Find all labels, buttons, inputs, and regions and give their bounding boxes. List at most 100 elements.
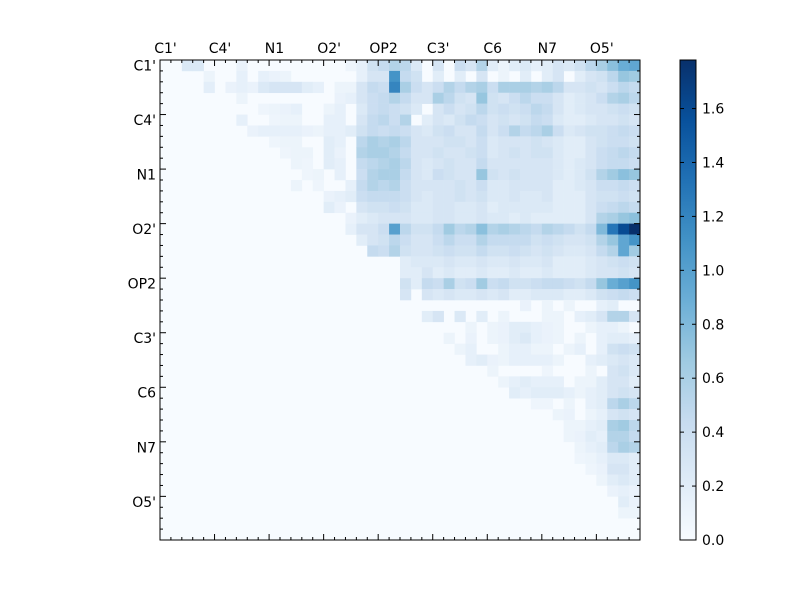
heatmap-cell [421,256,434,268]
heatmap-cell [552,103,564,115]
heatmap-cell [629,398,641,410]
heatmap-cell [367,190,379,203]
heatmap-cell [454,267,466,279]
heatmap-cell [509,223,521,235]
heatmap-cell [541,125,554,137]
heatmap-cell [574,223,586,235]
heatmap-cell [530,136,543,148]
y-tick-label: C4' [133,113,156,129]
heatmap-cell [541,387,554,399]
y-tick-label: N1 [137,168,156,184]
heatmap-cell [629,223,641,235]
heatmap-cell [509,125,521,137]
heatmap-cell [236,114,248,126]
heatmap-cell [629,190,641,203]
heatmap-cell [487,245,499,257]
heatmap-cell [378,201,390,214]
heatmap-cell [520,147,532,159]
heatmap-cell [476,354,488,366]
heatmap-cell [410,92,423,104]
heatmap-cell [596,245,608,257]
heatmap-cell [280,136,292,148]
heatmap-cell [476,190,488,203]
heatmap-cell [563,147,575,159]
heatmap-cell [465,212,477,224]
heatmap-cell [596,441,608,454]
heatmap-cell [476,81,488,94]
heatmap-cell [596,60,608,72]
heatmap-cell [400,223,412,235]
heatmap-cell [487,223,499,235]
heatmap-cell [476,70,488,83]
y-tick-label: O5' [132,495,156,511]
heatmap-cell [574,245,586,257]
heatmap-cell [301,125,314,137]
heatmap-cell [596,321,608,334]
heatmap-cell [323,147,335,159]
heatmap-cell [563,180,575,192]
heatmap-cell [585,409,597,421]
heatmap-cell [509,147,521,159]
heatmap-cell [585,201,597,214]
heatmap-cell [509,289,521,301]
heatmap-cell [563,223,575,235]
colorbar [679,59,697,541]
heatmap-cell [585,81,597,94]
heatmap-cell [618,507,630,519]
heatmap-cell [596,92,608,104]
heatmap-cell [400,60,412,72]
heatmap-cell [487,234,499,246]
heatmap-cell [574,267,586,279]
heatmap-cell [509,278,521,290]
heatmap-cell [258,70,270,83]
heatmap-cell [520,201,532,214]
heatmap-cell [443,234,455,246]
heatmap-cell [367,60,379,72]
heatmap-cell [454,114,466,126]
heatmap-cell [378,125,390,137]
heatmap-cell [520,343,532,355]
heatmap-cell [585,212,597,224]
heatmap-cell [443,289,455,301]
heatmap-cell [552,114,564,126]
heatmap-cell [574,103,586,115]
heatmap-cell [498,70,510,83]
heatmap-cell [356,81,368,94]
heatmap-cell [487,169,499,181]
heatmap-cell [312,81,324,94]
heatmap-cell [410,180,423,192]
heatmap-cell [520,387,532,399]
heatmap-cell [541,70,554,83]
heatmap-cell [432,114,444,126]
heatmap-cell [629,81,641,94]
heatmap-cell [421,125,434,137]
heatmap-cell [596,125,608,137]
heatmap-cell [400,212,412,224]
heatmap-cell [585,452,597,464]
heatmap-cell [509,81,521,94]
heatmap-cell [421,310,434,323]
heatmap-cell [443,125,455,137]
heatmap-cell [541,300,554,312]
heatmap-cell [410,234,423,246]
heatmap-cell [607,234,619,246]
heatmap-cell [323,114,335,126]
heatmap-cell [618,441,630,454]
heatmap-cell [629,212,641,224]
heatmap-cell [367,169,379,181]
heatmap-cell [618,321,630,334]
heatmap-cell [552,81,564,94]
heatmap-cell [618,256,630,268]
heatmap-cell [530,125,543,137]
heatmap-cell [509,387,521,399]
heatmap-cell [574,158,586,170]
heatmap-cell [410,212,423,224]
heatmap-cell [607,223,619,235]
heatmap-cell [290,114,303,126]
heatmap-cell [618,212,630,224]
heatmap-cell [563,81,575,94]
heatmap-cell [356,180,368,192]
heatmap-cell [509,332,521,344]
heatmap-cell [498,212,510,224]
heatmap-cell [410,169,423,181]
